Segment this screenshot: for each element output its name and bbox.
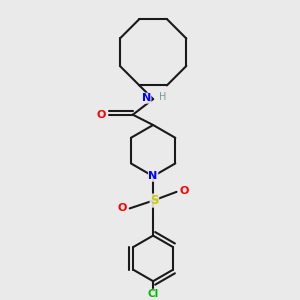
Text: N: N	[142, 93, 151, 103]
Text: O: O	[97, 110, 106, 120]
Text: O: O	[117, 203, 127, 213]
Text: H: H	[159, 92, 166, 102]
Text: S: S	[150, 194, 159, 207]
Text: O: O	[180, 186, 189, 196]
Text: N: N	[148, 171, 158, 181]
Text: Cl: Cl	[148, 289, 159, 299]
